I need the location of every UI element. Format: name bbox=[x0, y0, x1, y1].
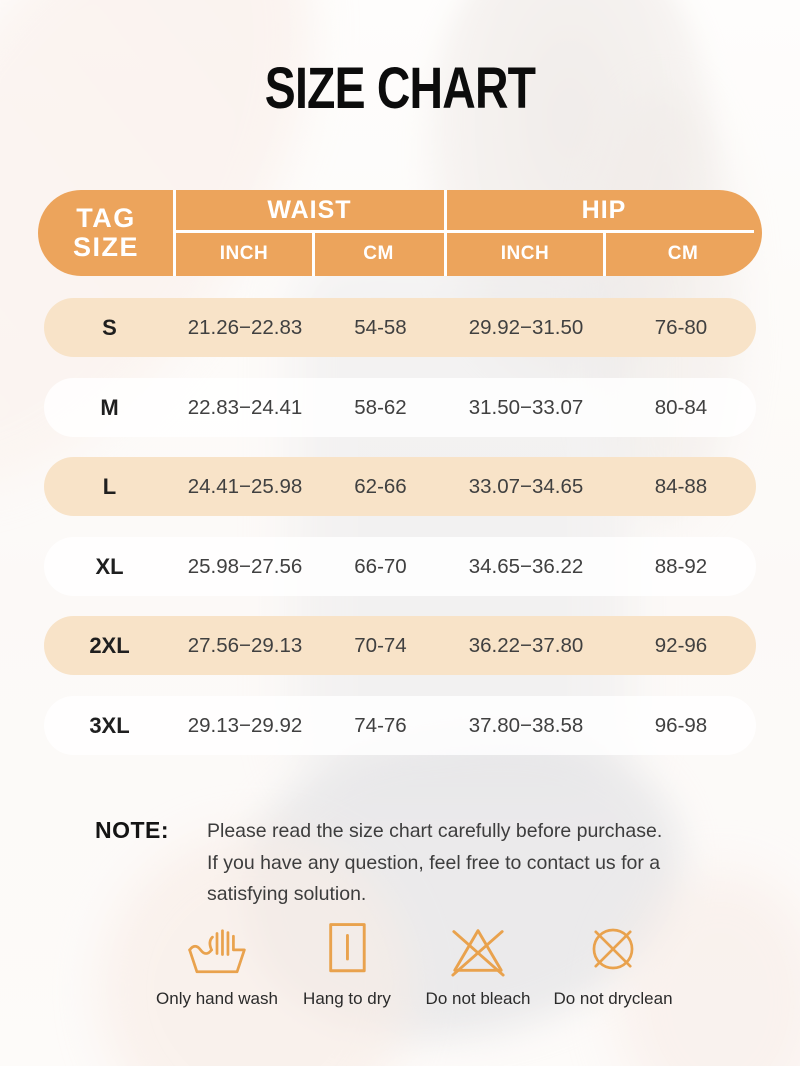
table-row-l: L 24.41−25.98 62-66 33.07−34.65 84-88 bbox=[44, 457, 756, 516]
waist-cm-cell: 66-70 bbox=[354, 554, 407, 578]
table-row-m: M 22.83−24.41 58-62 31.50−33.07 80-84 bbox=[44, 378, 756, 437]
size-cell: 2XL bbox=[89, 632, 130, 658]
note-text: Please read the size chart carefully bef… bbox=[207, 816, 687, 911]
waist-cm-header: CM bbox=[363, 243, 394, 264]
care-item-hand-wash: Only hand wash bbox=[142, 920, 292, 1009]
hip-group-header: HIP bbox=[581, 196, 627, 224]
note-label: NOTE: bbox=[95, 817, 170, 843]
note-line: satisfying solution. bbox=[207, 883, 367, 905]
waist-inch-header: INCH bbox=[219, 243, 269, 264]
waist-group-header: WAIST bbox=[267, 196, 352, 224]
note-line: Please read the size chart carefully bef… bbox=[207, 820, 663, 842]
page-title: SIZE CHART bbox=[264, 56, 536, 121]
do-not-dryclean-icon bbox=[592, 928, 634, 970]
hang-to-dry-icon bbox=[329, 923, 366, 973]
header-subdivider-waist bbox=[312, 233, 315, 276]
care-item-do-not-bleach: Do not bleach bbox=[403, 920, 553, 1009]
waist-cm-cell: 54-58 bbox=[354, 315, 407, 339]
waist-inch-cell: 24.41−25.98 bbox=[187, 474, 303, 498]
hip-cm-cell: 76-80 bbox=[654, 315, 708, 339]
hip-inch-cell: 34.65−36.22 bbox=[468, 554, 584, 578]
hip-cm-cell: 92-96 bbox=[654, 633, 708, 657]
waist-inch-cell: 29.13−29.92 bbox=[187, 713, 303, 737]
hip-cm-cell: 80-84 bbox=[654, 395, 708, 419]
header-divider-vertical-1 bbox=[173, 190, 176, 276]
waist-inch-cell: 22.83−24.41 bbox=[187, 395, 303, 419]
note-line: If you have any question, feel free to c… bbox=[207, 851, 661, 874]
hip-cm-cell: 84-88 bbox=[654, 474, 708, 498]
hip-inch-cell: 29.92−31.50 bbox=[468, 315, 584, 339]
size-cell: S bbox=[102, 314, 117, 340]
hip-inch-header: INCH bbox=[500, 243, 550, 264]
hip-inch-cell: 31.50−33.07 bbox=[468, 395, 584, 419]
hip-cm-cell: 88-92 bbox=[654, 554, 708, 578]
hip-cm-header: CM bbox=[667, 243, 699, 264]
waist-cm-cell: 70-74 bbox=[354, 633, 407, 657]
size-cell: M bbox=[100, 394, 119, 420]
waist-inch-cell: 27.56−29.13 bbox=[187, 633, 303, 657]
care-label: Do not bleach bbox=[425, 989, 531, 1008]
waist-inch-cell: 25.98−27.56 bbox=[187, 554, 303, 578]
hip-cm-cell: 96-98 bbox=[654, 713, 708, 737]
table-row-xl: XL 25.98−27.56 66-70 34.65−36.22 88-92 bbox=[44, 537, 756, 596]
hip-inch-cell: 37.80−38.58 bbox=[468, 713, 584, 737]
page-title-wrap: SIZE CHART bbox=[0, 56, 800, 121]
care-item-do-not-dryclean: Do not dryclean bbox=[538, 920, 688, 1009]
table-row-s: S 21.26−22.83 54-58 29.92−31.50 76-80 bbox=[44, 298, 756, 357]
tag-size-line2: SIZE bbox=[72, 232, 139, 262]
care-label: Hang to dry bbox=[303, 989, 391, 1008]
header-divider-horizontal bbox=[175, 230, 754, 233]
size-table-header: TAG SIZE WAIST HIP INCH CM INCH CM bbox=[38, 190, 762, 276]
header-divider-vertical-2 bbox=[444, 190, 447, 276]
tag-size-header-cell: TAG SIZE bbox=[38, 190, 174, 276]
hip-inch-cell: 33.07−34.65 bbox=[468, 474, 584, 498]
care-label: Do not dryclean bbox=[553, 989, 673, 1008]
size-cell: XL bbox=[95, 553, 124, 579]
hip-inch-cell: 36.22−37.80 bbox=[468, 633, 584, 657]
size-cell: L bbox=[102, 473, 117, 499]
do-not-bleach-icon bbox=[451, 929, 505, 977]
waist-cm-cell: 58-62 bbox=[354, 395, 407, 419]
hand-wash-icon bbox=[188, 929, 246, 974]
header-subdivider-hip bbox=[603, 233, 606, 276]
tag-size-line1: TAG bbox=[76, 203, 136, 233]
table-row-2xl: 2XL 27.56−29.13 70-74 36.22−37.80 92-96 bbox=[44, 616, 756, 675]
care-label: Only hand wash bbox=[156, 989, 278, 1008]
care-item-hang-to-dry: Hang to dry bbox=[272, 920, 422, 1009]
waist-inch-cell: 21.26−22.83 bbox=[187, 315, 303, 339]
waist-cm-cell: 74-76 bbox=[354, 713, 407, 737]
waist-cm-cell: 62-66 bbox=[354, 474, 407, 498]
table-row-3xl: 3XL 29.13−29.92 74-76 37.80−38.58 96-98 bbox=[44, 696, 756, 755]
size-cell: 3XL bbox=[89, 712, 130, 738]
